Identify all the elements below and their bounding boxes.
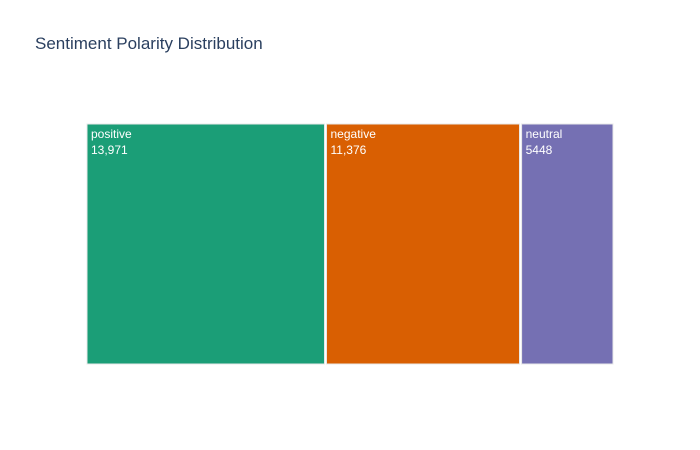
treemap-tile-rect[interactable] — [326, 123, 520, 365]
treemap-tile-negative[interactable]: negative 11,376 — [326, 123, 520, 365]
treemap-tile-rect[interactable] — [521, 123, 614, 365]
tile-category-label: positive — [91, 127, 132, 141]
tile-category-label: negative — [331, 127, 377, 141]
treemap-tile-rect[interactable] — [86, 123, 325, 365]
tile-value-label: 11,376 — [331, 143, 367, 157]
treemap-tile-positive[interactable]: positive 13,971 — [86, 123, 325, 365]
tile-category-label: neutral — [526, 127, 563, 141]
tile-value-label: 5448 — [526, 143, 553, 157]
tile-value-label: 13,971 — [91, 143, 128, 157]
treemap-tile-neutral[interactable]: neutral 5448 — [521, 123, 614, 365]
chart-title: Sentiment Polarity Distribution — [35, 34, 263, 53]
